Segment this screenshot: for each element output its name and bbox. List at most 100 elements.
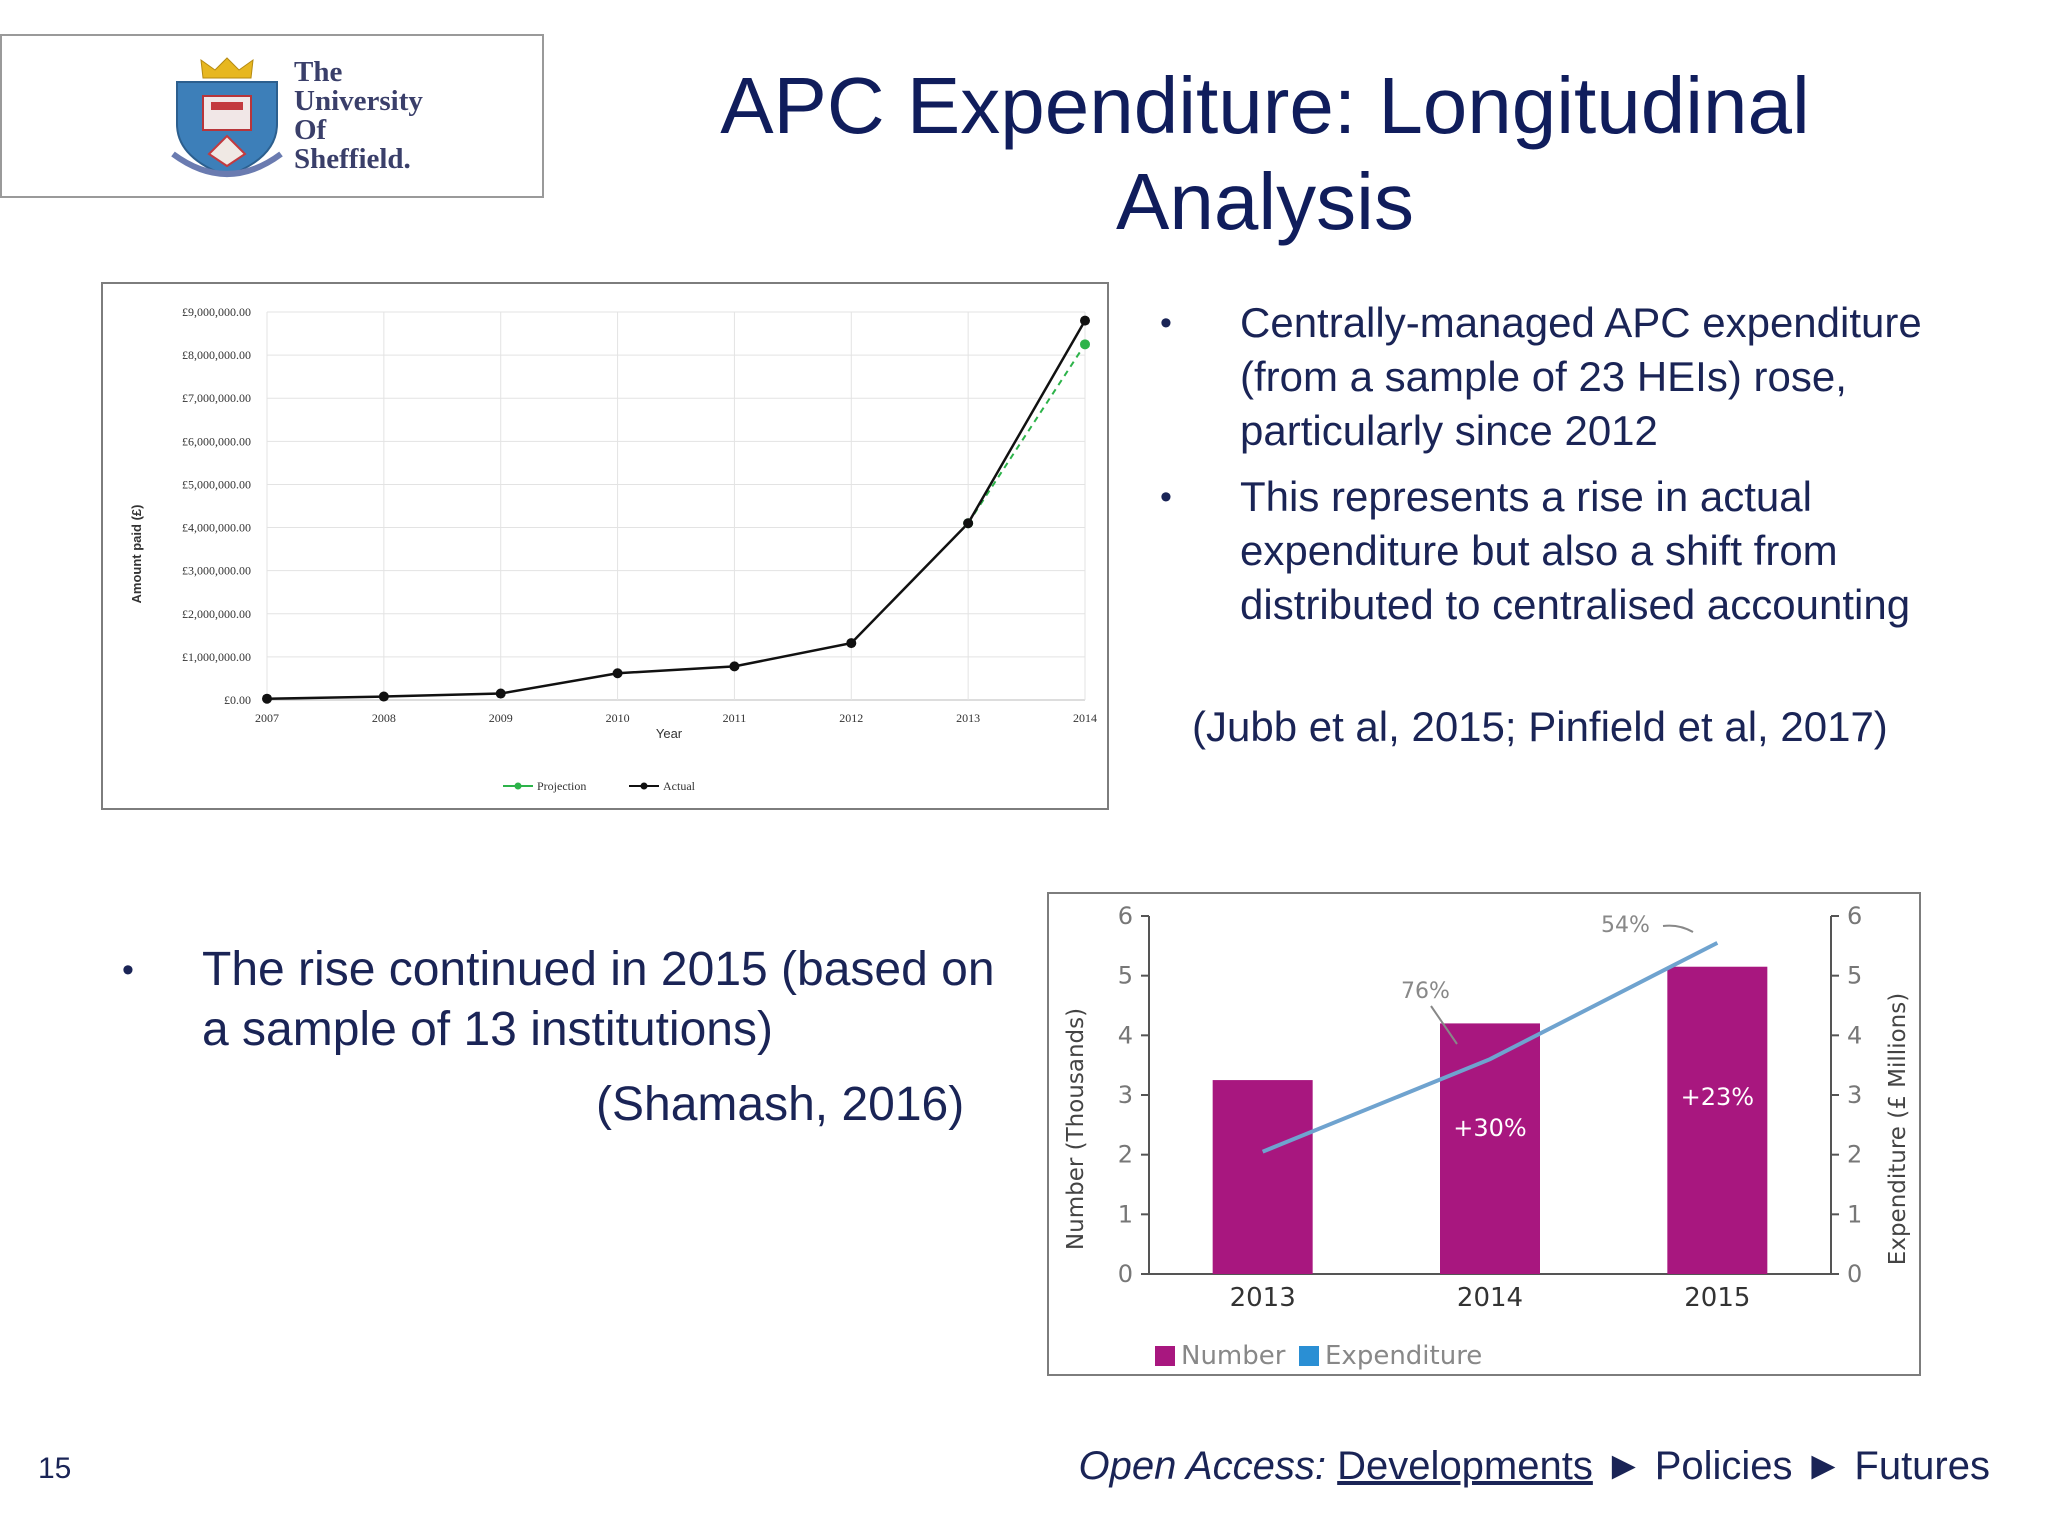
x-tick-label: 2014 bbox=[1073, 711, 1097, 725]
actual-point bbox=[262, 693, 272, 704]
breadcrumb-separator-icon: ► bbox=[1803, 1444, 1844, 1488]
chart-legend: Number Expenditure bbox=[1155, 1341, 1482, 1371]
slide-title-line-1: APC Expenditure: Longitudinal bbox=[720, 61, 1810, 150]
legend-projection: Projection bbox=[537, 779, 586, 793]
actual-point bbox=[378, 691, 389, 702]
list-item: • Centrally-managed APC expenditure (fro… bbox=[1160, 296, 1980, 458]
list-item: • The rise continued in 2015 (based on a… bbox=[122, 940, 1022, 1060]
y-tick-label: 5 bbox=[1118, 962, 1133, 990]
breadcrumb-futures[interactable]: Futures bbox=[1854, 1444, 1990, 1488]
breadcrumb-separator-icon: ► bbox=[1603, 1444, 1644, 1488]
logo-line: Of bbox=[294, 114, 327, 146]
annotation-leader bbox=[1430, 1005, 1458, 1045]
slide-title: APC Expenditure: Longitudinal Analysis bbox=[640, 58, 1890, 250]
annotation-leader bbox=[1662, 924, 1694, 933]
y-tick-label: 4 bbox=[1118, 1021, 1133, 1049]
x-tick-label: 2010 bbox=[606, 711, 630, 725]
x-tick-label: 2013 bbox=[956, 711, 980, 725]
logo-line: Sheffield. bbox=[294, 143, 411, 175]
y-axis-label: Number (Thousands) bbox=[1063, 1008, 1089, 1250]
bullet-icon: • bbox=[1160, 304, 1172, 342]
y-tick-label: £2,000,000.00 bbox=[182, 607, 251, 621]
actual-point bbox=[1080, 315, 1090, 326]
x-tick-label: 2008 bbox=[372, 711, 396, 725]
projection-line bbox=[967, 343, 1086, 524]
logo-line: University bbox=[294, 85, 423, 117]
logo-wordmark: The University Of Sheffield. bbox=[294, 58, 423, 174]
line-chart-apc-expenditure: £0.00 £1,000,000.00 £2,000,000.00 £3,000,00… bbox=[101, 282, 1109, 810]
breadcrumb-policies[interactable]: Policies bbox=[1654, 1444, 1793, 1488]
university-logo: The University Of Sheffield. bbox=[0, 34, 544, 198]
y-tick-label: £4,000,000.00 bbox=[182, 521, 251, 535]
x-tick-label: 2009 bbox=[489, 711, 513, 725]
y-tick-label: 6 bbox=[1118, 902, 1133, 930]
projection-point bbox=[1080, 339, 1090, 350]
y-tick-label: 2 bbox=[1118, 1141, 1133, 1169]
bar-chart-svg: 0 0 1 1 2 2 3 3 4 4 5 5 6 6 2013 2014 +30% 2015 +23% Numb… bbox=[1063, 902, 1911, 1371]
y-tick-label: £7,000,000.00 bbox=[182, 391, 251, 405]
y-tick-label: £1,000,000.00 bbox=[182, 650, 251, 664]
footer-lead: Open Access: bbox=[1078, 1444, 1327, 1488]
y2-tick-label: 5 bbox=[1847, 962, 1862, 990]
legend-expenditure: Expenditure bbox=[1325, 1341, 1482, 1371]
y-tick-label: £5,000,000.00 bbox=[182, 477, 251, 491]
citation-left: (Shamash, 2016) bbox=[596, 1078, 965, 1131]
y-tick-label: £6,000,000.00 bbox=[182, 434, 251, 448]
shield-crest-icon bbox=[171, 57, 283, 178]
footer-breadcrumb: Open Access: Developments ► Policies ► F… bbox=[1079, 1444, 1990, 1489]
slide-title-line-2: Analysis bbox=[1116, 157, 1414, 246]
y2-axis-label: Expenditure (£ Millions) bbox=[1885, 993, 1911, 1265]
citation-right: (Jubb et al, 2015; Pinfield et al, 2017) bbox=[1192, 703, 1888, 750]
chart-legend: Projection Actual bbox=[503, 779, 696, 793]
bullet-text: This represents a rise in actual expendi… bbox=[1240, 473, 1911, 628]
breadcrumb-developments[interactable]: Developments bbox=[1337, 1444, 1593, 1488]
legend-number: Number bbox=[1181, 1341, 1286, 1371]
bullet-icon: • bbox=[122, 951, 134, 989]
actual-point bbox=[495, 688, 506, 699]
y-tick-label: £0.00 bbox=[224, 693, 251, 707]
y-axis-label: Amount paid (£) bbox=[129, 505, 144, 604]
bar-number bbox=[1440, 1023, 1540, 1274]
y-tick-label: 0 bbox=[1118, 1260, 1133, 1288]
actual-point bbox=[729, 661, 740, 672]
bar-number bbox=[1667, 966, 1768, 1274]
actual-point bbox=[846, 638, 857, 649]
actual-point bbox=[612, 668, 623, 679]
y2-tick-label: 6 bbox=[1847, 902, 1862, 930]
annotation-76: 76% bbox=[1401, 979, 1450, 1004]
y-tick-label: 3 bbox=[1118, 1081, 1133, 1109]
logo-line: The bbox=[294, 56, 343, 88]
x-tick-label: 2012 bbox=[839, 711, 863, 725]
y-tick-label: £8,000,000.00 bbox=[182, 348, 251, 362]
actual-line bbox=[266, 319, 1087, 700]
x-axis-label: Year bbox=[656, 726, 683, 741]
list-item: • This represents a rise in actual expen… bbox=[1160, 470, 1980, 632]
x-tick-label: 2015 bbox=[1684, 1283, 1750, 1313]
y2-tick-label: 2 bbox=[1847, 1141, 1862, 1169]
bullet-text: The rise continued in 2015 (based on a s… bbox=[202, 943, 995, 1056]
x-tick-label: 2011 bbox=[723, 711, 747, 725]
line-chart-svg: £0.00 £1,000,000.00 £2,000,000.00 £3,000,00… bbox=[129, 305, 1097, 793]
x-tick-label: 2014 bbox=[1457, 1283, 1523, 1313]
bullet-text: Centrally-managed APC expenditure (from … bbox=[1240, 299, 1922, 454]
y2-tick-label: 3 bbox=[1847, 1081, 1862, 1109]
x-tick-label: 2013 bbox=[1230, 1283, 1296, 1313]
bar-data-label: +23% bbox=[1681, 1083, 1754, 1111]
x-tick-label: 2007 bbox=[255, 711, 279, 725]
bullet-icon: • bbox=[1160, 478, 1172, 516]
y-tick-label: £3,000,000.00 bbox=[182, 564, 251, 578]
bullet-list-right: • Centrally-managed APC expenditure (fro… bbox=[1160, 296, 1980, 644]
bar-number bbox=[1212, 1080, 1313, 1274]
y2-tick-label: 4 bbox=[1847, 1021, 1862, 1049]
y2-tick-label: 1 bbox=[1847, 1200, 1862, 1228]
y-tick-label: 1 bbox=[1118, 1200, 1133, 1228]
expenditure-line bbox=[1261, 941, 1719, 1154]
bar-chart-number-expenditure: 0 0 1 1 2 2 3 3 4 4 5 5 6 6 2013 2014 +30% 2015 +23% Numb… bbox=[1047, 892, 1921, 1376]
bullet-list-left: • The rise continued in 2015 (based on a… bbox=[122, 940, 1022, 1072]
legend-actual: Actual bbox=[663, 779, 696, 793]
actual-point bbox=[963, 518, 974, 529]
page-number: 15 bbox=[38, 1452, 72, 1485]
bar-data-label: +30% bbox=[1453, 1114, 1526, 1142]
y-tick-label: £9,000,000.00 bbox=[182, 305, 251, 319]
annotation-54: 54% bbox=[1601, 913, 1650, 938]
